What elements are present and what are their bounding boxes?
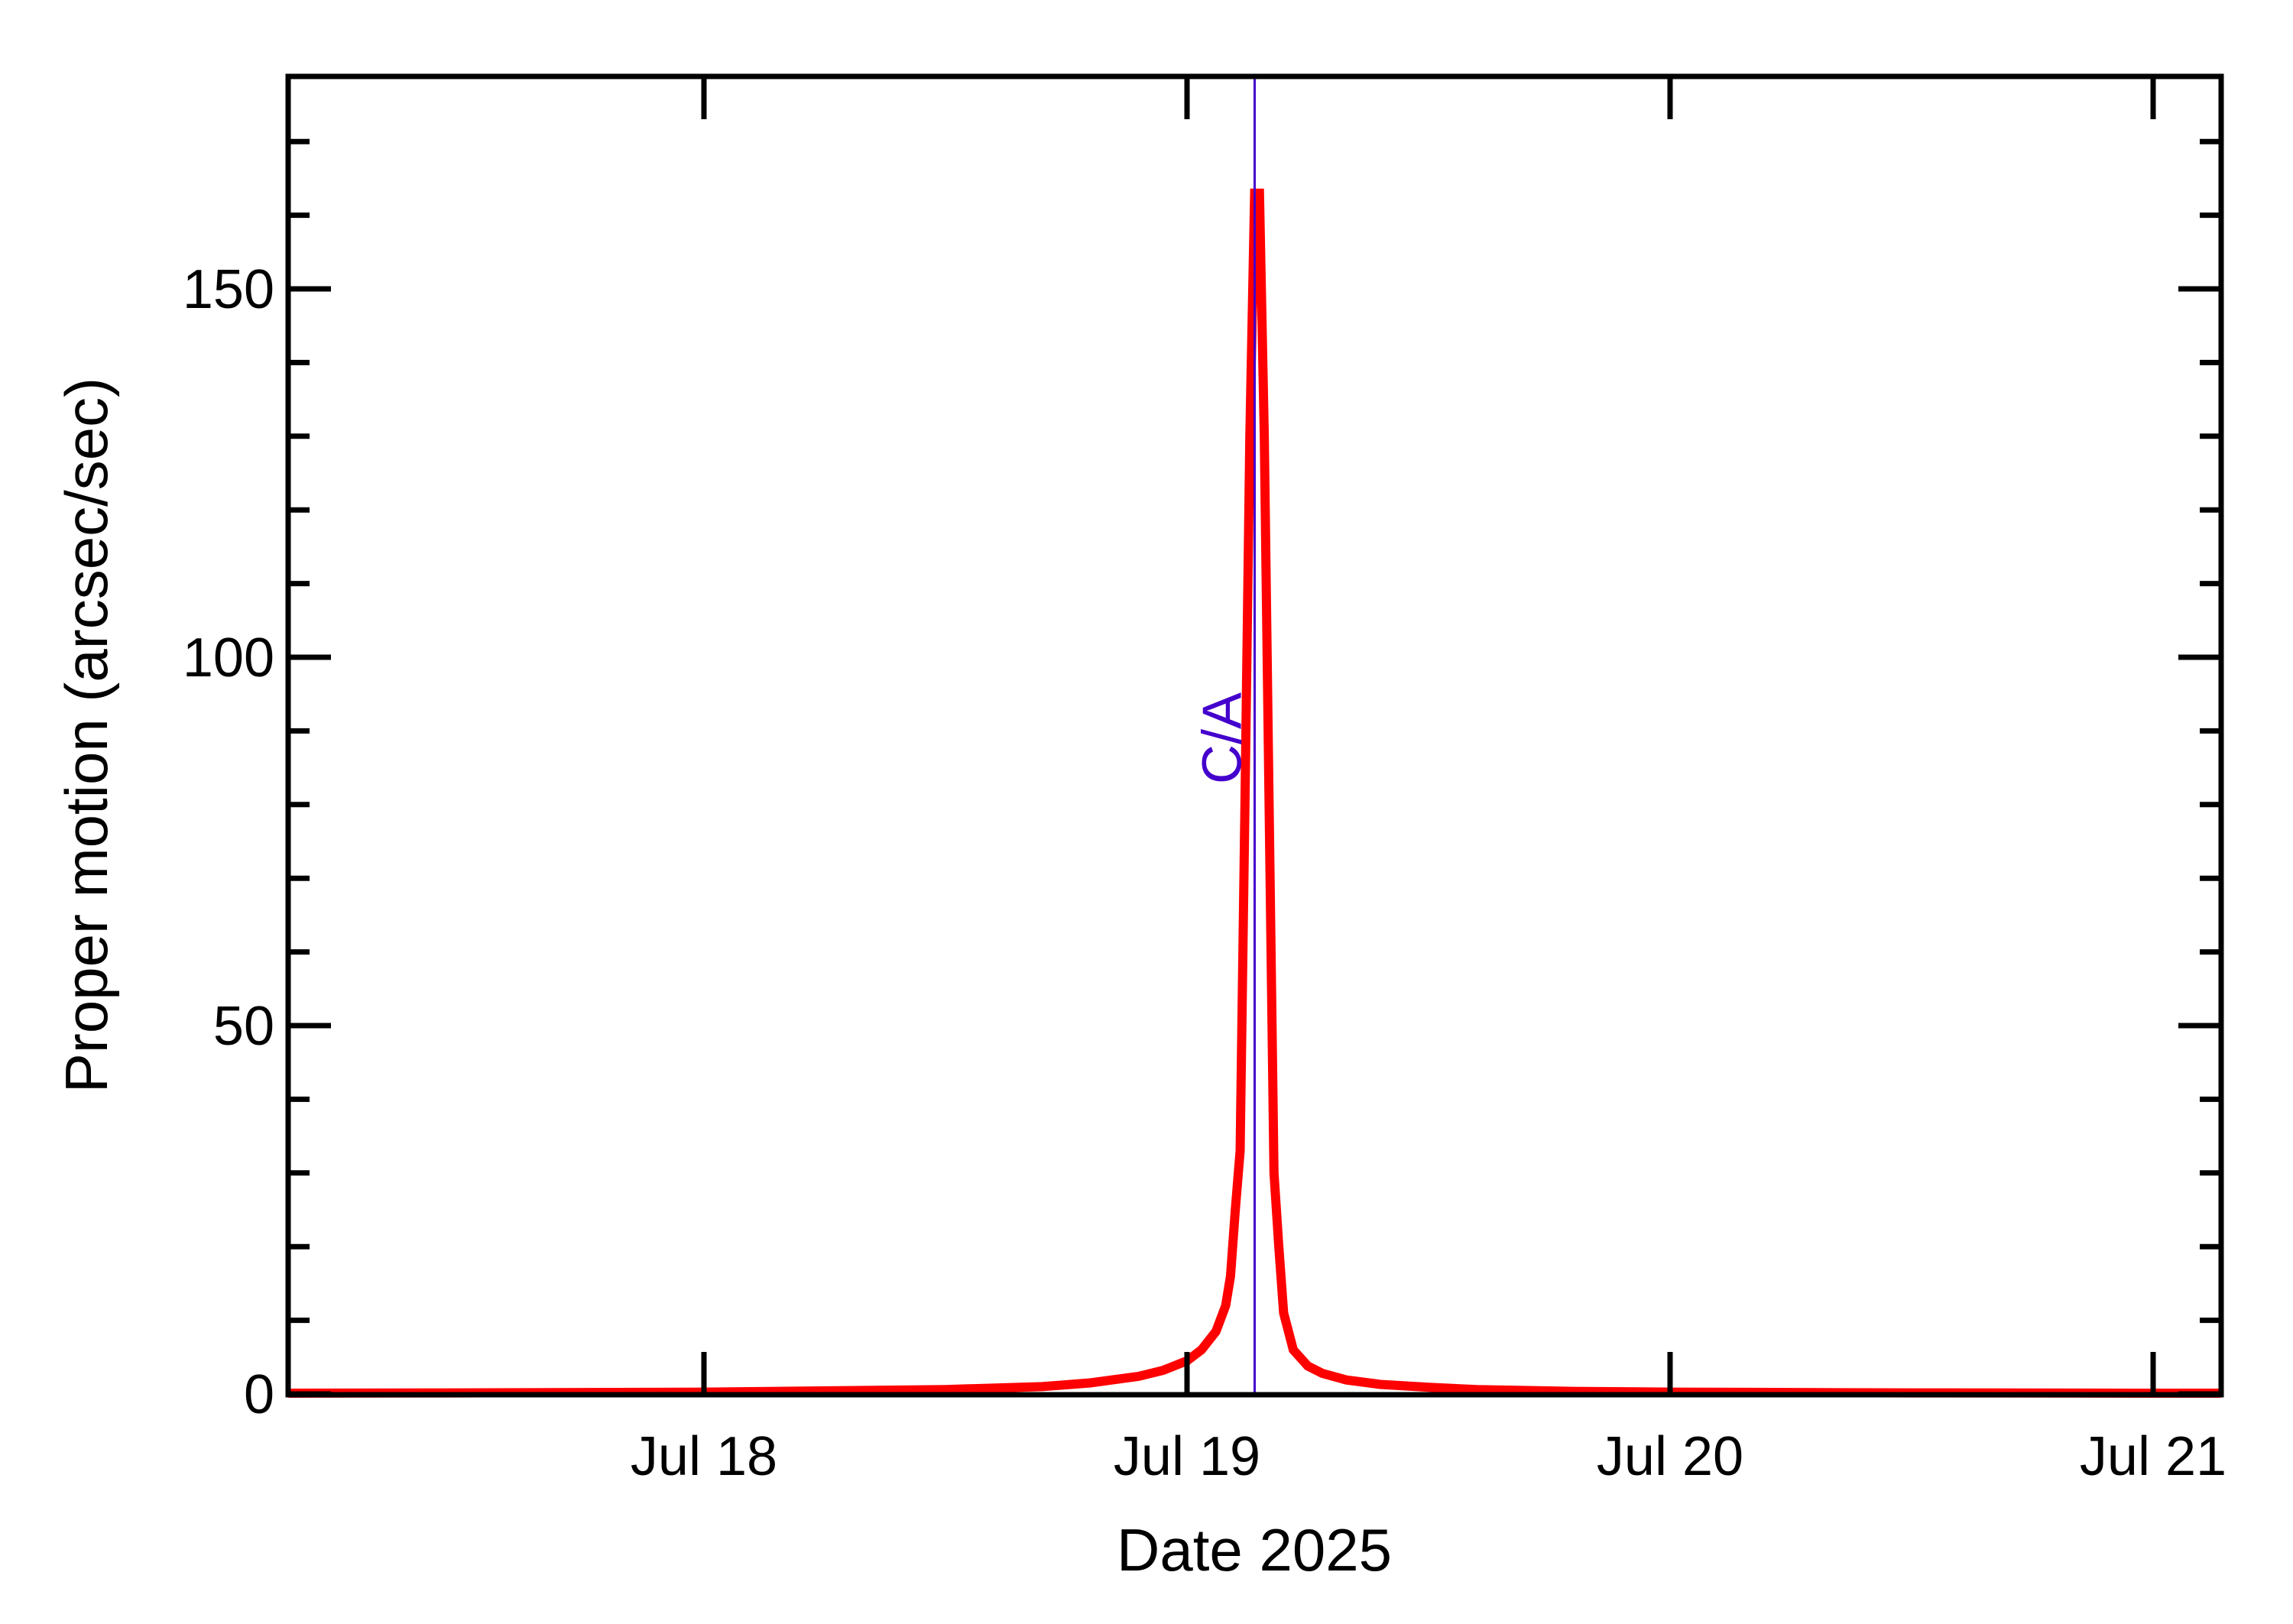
y-axis-title: Proper motion (arcsec/sec) bbox=[53, 378, 120, 1093]
data-series bbox=[288, 188, 2221, 1398]
x-tick-label: Jul 21 bbox=[2080, 1426, 2227, 1487]
y-tick-label: 100 bbox=[183, 627, 274, 689]
y-tick-label: 0 bbox=[244, 1364, 274, 1425]
plot-frame bbox=[285, 73, 2224, 1398]
x-tick-label: Jul 20 bbox=[1597, 1426, 1743, 1487]
y-tick-label: 50 bbox=[213, 996, 274, 1057]
series-line bbox=[288, 188, 2221, 1398]
axes: 0 50 100 150 Jul 18 Jul 19 Jul 20 Jul 21 bbox=[183, 73, 2227, 1487]
x-tick-label: Jul 18 bbox=[631, 1426, 777, 1487]
x-tick-label: Jul 19 bbox=[1114, 1426, 1260, 1487]
annotations: C/A bbox=[1192, 76, 1256, 1395]
x-axis-title: Date 2025 bbox=[1117, 1516, 1392, 1583]
y-tick-label: 150 bbox=[183, 259, 274, 320]
closest-approach-label: C/A bbox=[1192, 692, 1253, 784]
